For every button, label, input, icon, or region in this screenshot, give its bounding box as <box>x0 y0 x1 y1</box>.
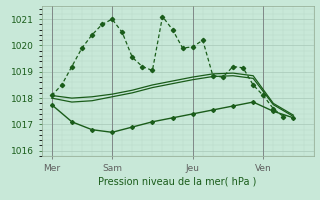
X-axis label: Pression niveau de la mer( hPa ): Pression niveau de la mer( hPa ) <box>99 177 257 187</box>
